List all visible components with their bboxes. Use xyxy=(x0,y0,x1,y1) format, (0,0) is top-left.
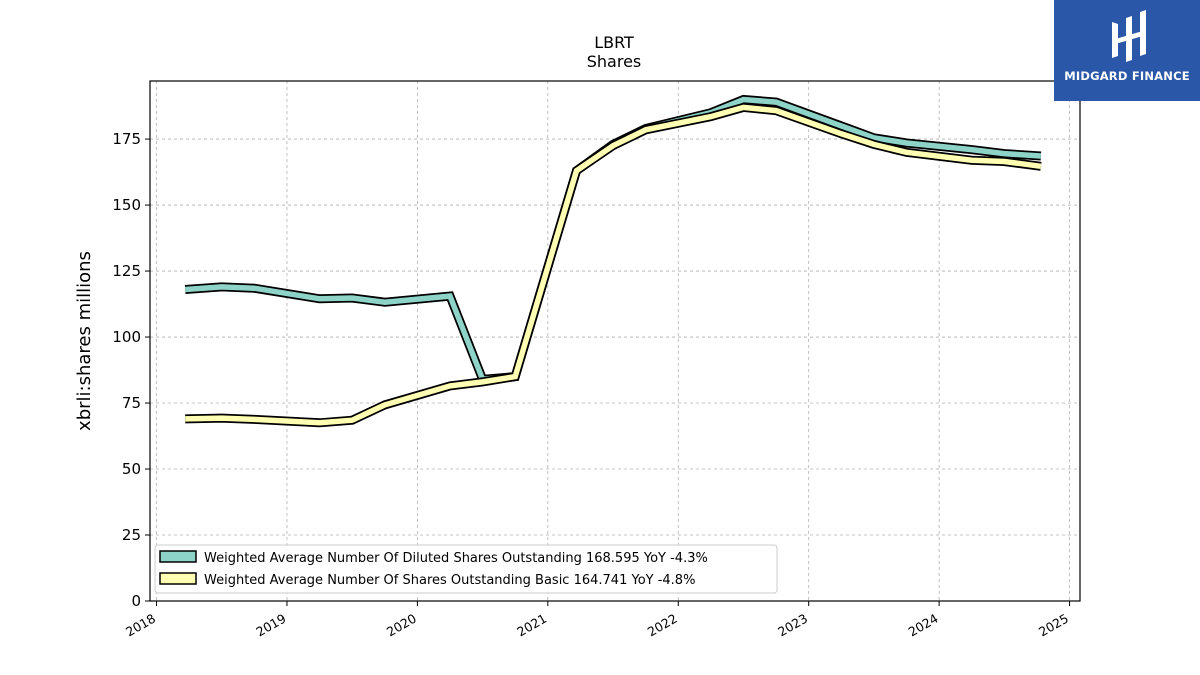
legend-swatch-diluted xyxy=(159,550,197,563)
x-tick-label: 2018 xyxy=(123,611,158,640)
y-tick-label: 50 xyxy=(122,460,141,478)
series-line-basic xyxy=(185,104,1042,426)
chart-subtitle: Shares xyxy=(587,52,642,71)
y-tick-label: 175 xyxy=(112,130,141,148)
x-tick-label: 2021 xyxy=(514,611,549,640)
legend-label-diluted: Weighted Average Number Of Diluted Share… xyxy=(204,551,708,566)
legend: Weighted Average Number Of Diluted Share… xyxy=(154,544,778,594)
y-tick-label: 0 xyxy=(131,592,141,610)
legend-box xyxy=(154,544,778,594)
plot-frame xyxy=(149,80,1081,602)
y-tick-label: 150 xyxy=(112,196,141,214)
y-tick-label: 25 xyxy=(122,526,141,544)
chart-title: LBRT xyxy=(594,33,634,52)
x-tick-label: 2023 xyxy=(775,611,810,640)
series-layer xyxy=(184,94,1042,428)
y-axis-label: xbrli:shares millions xyxy=(74,251,95,431)
brand-logo: MIDGARD FINANCE xyxy=(1054,0,1200,101)
x-tick-label: 2025 xyxy=(1036,611,1071,640)
y-tick-label: 100 xyxy=(112,328,141,346)
logo-text: MIDGARD FINANCE xyxy=(1064,69,1190,83)
y-tick-label: 75 xyxy=(122,394,141,412)
x-tick-label: 2020 xyxy=(384,611,419,640)
y-tick-label: 125 xyxy=(112,262,141,280)
legend-swatch-basic xyxy=(159,572,197,585)
x-tick-label: 2019 xyxy=(253,611,288,640)
logo-mark-icon xyxy=(1112,10,1146,62)
x-tick-label: 2022 xyxy=(645,611,680,640)
legend-label-basic: Weighted Average Number Of Shares Outsta… xyxy=(204,573,695,588)
x-tick-label: 2024 xyxy=(906,611,941,640)
